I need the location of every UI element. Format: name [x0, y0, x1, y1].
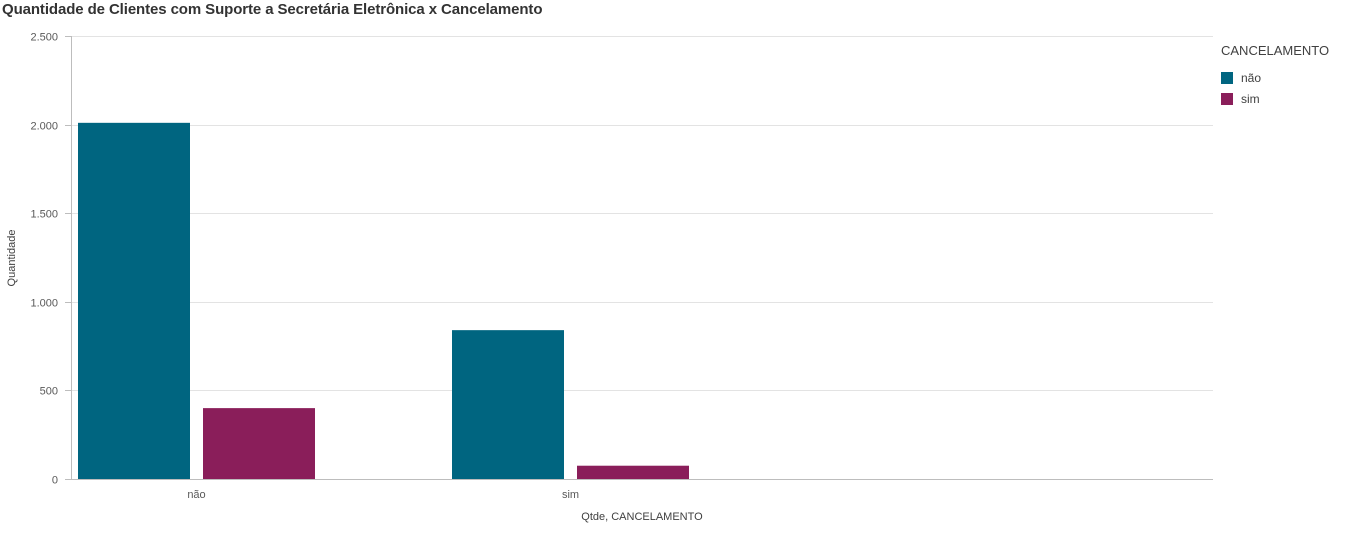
y-tick-label: 500 [40, 386, 58, 398]
axes [65, 36, 1213, 480]
legend-item-sim[interactable]: sim [1221, 88, 1329, 109]
legend-swatch-sim [1221, 92, 1233, 105]
bars [78, 122, 689, 479]
bar-1-0[interactable] [452, 330, 564, 479]
x-axis-title: Qtde, CANCELAMENTO [581, 511, 703, 523]
bar-0-0[interactable] [78, 122, 190, 479]
legend-swatch-nao [1221, 71, 1233, 84]
bar-0-1[interactable] [203, 408, 315, 479]
legend-title: CANCELAMENTO [1221, 43, 1330, 58]
y-axis-title: Quantidade [6, 230, 18, 287]
bar-1-1[interactable] [577, 465, 689, 479]
legend[interactable]: CANCELAMENTO não sim [1221, 43, 1329, 109]
legend-item-nao[interactable]: não [1221, 67, 1329, 88]
tick-labels: 0 500 1.000 1.500 2.000 2.500 não sim [30, 32, 579, 502]
chart-title: Quantidade de Clientes com Suporte a Sec… [2, 1, 543, 18]
y-tick-label: 0 [52, 475, 58, 487]
legend-label-sim: sim [1241, 91, 1260, 106]
x-tick-label: sim [562, 489, 579, 501]
gridlines [71, 36, 1213, 391]
y-tick-label: 1.000 [30, 298, 58, 310]
y-tick-label: 1.500 [30, 209, 58, 221]
y-tick-label: 2.500 [30, 32, 58, 44]
y-tick-label: 2.000 [30, 121, 58, 133]
x-tick-label: não [187, 489, 205, 501]
legend-label-nao: não [1241, 70, 1262, 85]
